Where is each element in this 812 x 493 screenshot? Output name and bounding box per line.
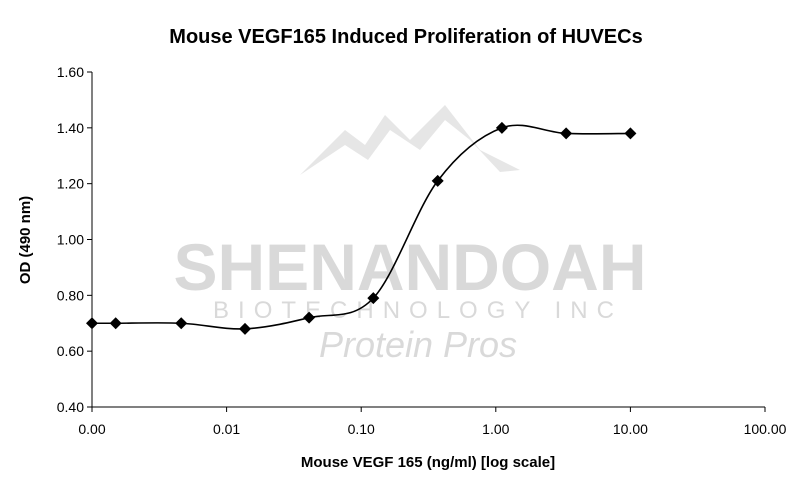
y-axis-title: OD (490 nm)	[17, 196, 34, 284]
y-tick-label: 1.40	[57, 120, 84, 136]
data-point-marker	[303, 311, 316, 324]
x-axis-ticks: 0.00 0.01 0.10 1.00 10.00 100.00	[78, 407, 787, 437]
watermark-mountain-logo	[300, 105, 520, 175]
y-tick-label: 1.20	[57, 176, 84, 192]
x-tick-label: 0.00	[78, 421, 105, 437]
watermark-line-1: SHENANDOAH	[173, 230, 646, 304]
x-tick-label: 0.01	[213, 421, 240, 437]
data-point-marker	[86, 317, 98, 330]
chart-title: Mouse VEGF165 Induced Proliferation of H…	[169, 26, 643, 48]
y-axis-ticks: 0.40 0.60 0.80 1.00 1.20 1.40 1.60	[57, 64, 92, 415]
y-tick-label: 0.80	[57, 287, 84, 303]
y-tick-label: 1.60	[57, 64, 84, 80]
series-line	[92, 124, 631, 330]
data-point-marker	[109, 317, 122, 330]
data-point-marker	[624, 127, 637, 140]
watermark-line-2: BIOTECHNOLOGY INC	[213, 297, 623, 324]
data-point-marker	[431, 174, 444, 187]
data-point-marker	[495, 121, 508, 134]
series-markers	[86, 121, 637, 335]
data-point-marker	[175, 317, 188, 330]
x-axis-title: Mouse VEGF 165 (ng/ml) [log scale]	[301, 454, 555, 471]
x-tick-label: 1.00	[482, 421, 509, 437]
y-tick-label: 0.40	[57, 399, 84, 415]
data-point-marker	[239, 322, 252, 335]
x-tick-label: 10.00	[613, 421, 648, 437]
watermark-line-3: Protein Pros	[319, 324, 517, 365]
data-point-marker	[560, 127, 573, 140]
x-tick-label: 0.10	[348, 421, 375, 437]
y-tick-label: 1.00	[57, 232, 84, 248]
data-point-marker	[367, 292, 380, 305]
y-tick-label: 0.60	[57, 343, 84, 359]
watermark: SHENANDOAH BIOTECHNOLOGY INC Protein Pro…	[173, 105, 647, 365]
x-tick-label: 100.00	[744, 421, 787, 437]
